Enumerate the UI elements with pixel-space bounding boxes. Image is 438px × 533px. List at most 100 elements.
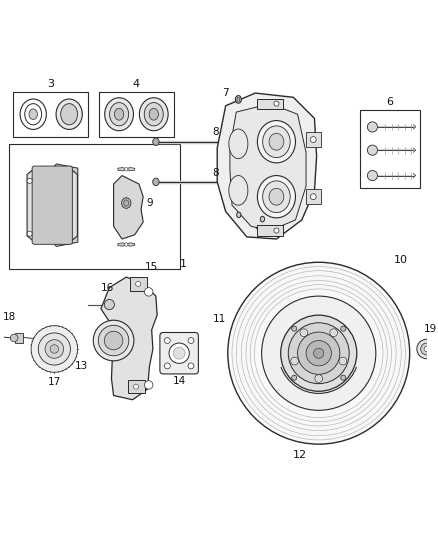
Polygon shape <box>27 170 78 240</box>
Circle shape <box>310 194 316 200</box>
Ellipse shape <box>20 99 46 130</box>
Circle shape <box>50 345 59 353</box>
Bar <box>15 333 23 343</box>
Circle shape <box>317 376 321 381</box>
Polygon shape <box>118 167 126 171</box>
Circle shape <box>99 325 129 356</box>
Bar <box>258 99 283 109</box>
Circle shape <box>306 341 332 366</box>
Bar <box>306 189 321 204</box>
Bar <box>306 132 321 147</box>
Bar <box>128 380 145 393</box>
Text: 14: 14 <box>173 376 186 386</box>
Circle shape <box>367 171 378 181</box>
Text: 17: 17 <box>48 377 61 387</box>
Ellipse shape <box>235 95 241 103</box>
Circle shape <box>164 363 170 369</box>
Ellipse shape <box>105 98 134 131</box>
Circle shape <box>134 384 138 389</box>
Circle shape <box>93 320 134 361</box>
Ellipse shape <box>124 200 129 206</box>
Circle shape <box>169 343 189 364</box>
Ellipse shape <box>56 99 82 130</box>
Ellipse shape <box>153 138 159 146</box>
Circle shape <box>291 357 298 365</box>
Circle shape <box>341 359 345 363</box>
Circle shape <box>292 375 297 380</box>
Text: 13: 13 <box>75 361 88 371</box>
Text: 9: 9 <box>146 198 153 208</box>
Circle shape <box>261 296 376 410</box>
Circle shape <box>31 326 78 372</box>
Ellipse shape <box>0 333 3 340</box>
Text: 11: 11 <box>213 314 226 325</box>
Text: 6: 6 <box>386 98 393 107</box>
Polygon shape <box>113 175 143 239</box>
Bar <box>360 110 420 188</box>
Text: 5: 5 <box>254 221 261 231</box>
Text: 3: 3 <box>47 79 54 89</box>
Ellipse shape <box>139 98 168 131</box>
Ellipse shape <box>269 133 284 150</box>
Ellipse shape <box>258 120 296 163</box>
Circle shape <box>136 281 141 286</box>
Circle shape <box>330 329 337 336</box>
Circle shape <box>104 300 114 310</box>
Bar <box>13 92 88 137</box>
Polygon shape <box>126 243 135 246</box>
Circle shape <box>145 381 153 389</box>
Polygon shape <box>118 243 126 246</box>
Circle shape <box>417 339 436 359</box>
Circle shape <box>173 348 185 359</box>
Text: 18: 18 <box>3 312 16 322</box>
Circle shape <box>288 323 349 384</box>
Text: 8: 8 <box>212 127 219 138</box>
Polygon shape <box>101 277 157 400</box>
Bar <box>99 92 174 137</box>
Circle shape <box>292 326 297 331</box>
Text: 8: 8 <box>212 167 219 177</box>
Circle shape <box>332 330 336 335</box>
Circle shape <box>302 330 306 335</box>
Circle shape <box>339 357 346 365</box>
Bar <box>131 277 148 290</box>
Circle shape <box>281 315 357 391</box>
Ellipse shape <box>25 103 42 125</box>
Circle shape <box>274 228 279 233</box>
Circle shape <box>188 337 194 343</box>
Ellipse shape <box>263 126 290 158</box>
Circle shape <box>164 337 170 343</box>
Circle shape <box>293 359 297 363</box>
Circle shape <box>104 331 123 350</box>
Text: 1: 1 <box>180 260 187 269</box>
Polygon shape <box>54 164 78 246</box>
Circle shape <box>124 167 128 171</box>
FancyBboxPatch shape <box>32 166 72 244</box>
Circle shape <box>300 329 307 336</box>
Circle shape <box>27 179 32 183</box>
Text: 16: 16 <box>101 284 114 294</box>
Circle shape <box>314 348 324 358</box>
Text: 15: 15 <box>145 262 158 271</box>
Circle shape <box>341 375 346 380</box>
Text: 19: 19 <box>424 324 438 334</box>
Ellipse shape <box>229 129 248 159</box>
Polygon shape <box>126 167 135 171</box>
Circle shape <box>145 288 153 296</box>
Ellipse shape <box>122 198 131 208</box>
Text: 7: 7 <box>223 88 229 98</box>
Circle shape <box>341 326 346 331</box>
Circle shape <box>367 122 378 132</box>
Ellipse shape <box>61 103 78 125</box>
Circle shape <box>11 334 18 342</box>
Circle shape <box>315 375 322 382</box>
Bar <box>9 144 180 269</box>
FancyBboxPatch shape <box>160 333 198 374</box>
Circle shape <box>45 340 64 358</box>
Circle shape <box>27 231 32 236</box>
Ellipse shape <box>263 181 290 213</box>
Circle shape <box>274 101 279 106</box>
Circle shape <box>297 332 340 374</box>
Polygon shape <box>230 103 306 231</box>
Ellipse shape <box>144 102 163 126</box>
